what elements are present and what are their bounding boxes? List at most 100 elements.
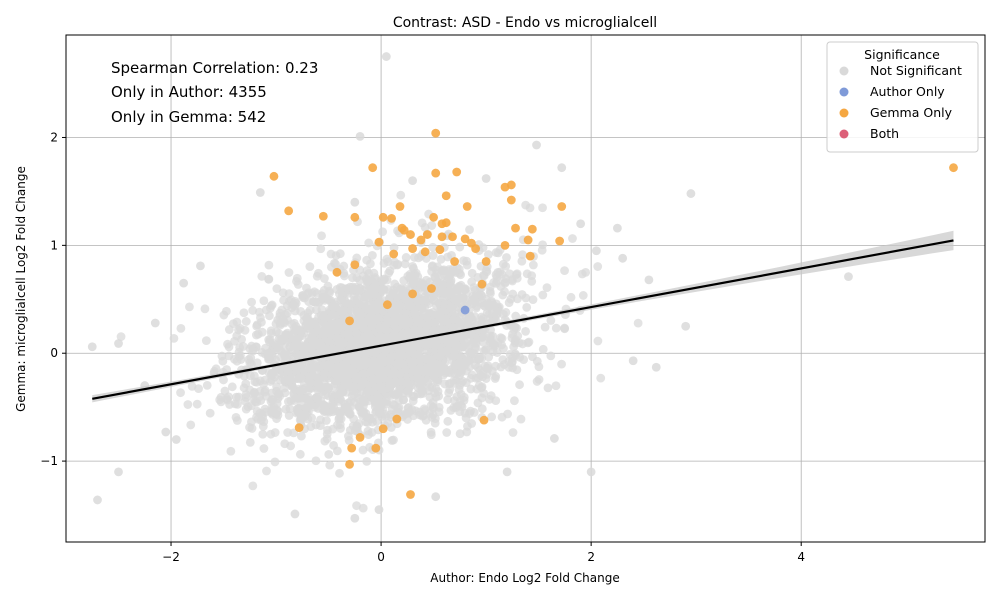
point-not-significant xyxy=(405,407,414,417)
point-not-significant xyxy=(462,427,472,437)
point-gemma-only xyxy=(350,212,360,222)
point-not-significant xyxy=(277,305,287,315)
point-not-significant xyxy=(226,446,236,456)
point-not-significant xyxy=(481,174,491,183)
point-not-significant xyxy=(385,382,395,392)
point-not-significant xyxy=(566,292,576,302)
point-not-significant xyxy=(407,360,417,370)
point-not-significant xyxy=(179,278,189,288)
point-not-significant xyxy=(527,276,537,286)
x-axis-label: Author: Endo Log2 Fold Change xyxy=(430,571,619,585)
point-not-significant xyxy=(296,414,306,424)
point-not-significant xyxy=(477,382,487,392)
point-not-significant xyxy=(431,369,441,378)
point-not-significant xyxy=(540,322,550,332)
point-not-significant xyxy=(325,320,335,330)
point-not-significant xyxy=(399,276,409,286)
point-not-significant xyxy=(455,407,465,417)
point-not-significant xyxy=(283,367,293,377)
point-not-significant xyxy=(538,290,548,300)
point-not-significant xyxy=(384,268,394,278)
point-not-significant xyxy=(219,310,229,320)
point-not-significant xyxy=(398,318,407,328)
point-not-significant xyxy=(419,404,429,414)
point-not-significant xyxy=(302,283,311,293)
point-gemma-only xyxy=(294,423,304,433)
legend-label-both: Both xyxy=(870,126,899,141)
point-not-significant xyxy=(534,362,544,372)
legend-marker-gemma-only xyxy=(839,108,849,118)
point-not-significant xyxy=(522,269,532,279)
point-not-significant xyxy=(434,407,444,417)
point-not-significant xyxy=(352,501,361,511)
point-not-significant xyxy=(497,340,506,350)
legend-marker-author-only xyxy=(839,87,849,97)
point-not-significant xyxy=(467,419,477,428)
point-gemma-only xyxy=(345,459,354,469)
point-gemma-only xyxy=(345,316,354,326)
point-not-significant xyxy=(328,302,337,312)
point-not-significant xyxy=(577,269,587,279)
point-not-significant xyxy=(319,407,329,417)
point-not-significant xyxy=(418,389,428,398)
point-not-significant xyxy=(252,321,262,331)
point-not-significant xyxy=(406,301,415,311)
point-not-significant xyxy=(370,402,380,412)
point-not-significant xyxy=(270,428,280,437)
point-not-significant xyxy=(241,404,251,414)
point-gemma-only xyxy=(441,191,451,201)
point-not-significant xyxy=(272,414,281,424)
legend-entries: Not Significant Author Only Gemma Only Both xyxy=(839,63,962,141)
point-not-significant xyxy=(260,375,270,385)
point-not-significant xyxy=(471,337,480,347)
point-not-significant xyxy=(340,403,350,413)
point-not-significant xyxy=(431,384,441,394)
point-not-significant xyxy=(417,303,427,313)
point-not-significant xyxy=(518,250,527,260)
point-not-significant xyxy=(467,277,477,287)
point-not-significant xyxy=(394,385,404,395)
point-not-significant xyxy=(171,435,181,444)
point-not-significant xyxy=(525,203,535,213)
point-not-significant xyxy=(522,302,532,312)
point-gemma-only xyxy=(460,234,470,244)
point-gemma-only xyxy=(525,251,535,261)
point-not-significant xyxy=(275,391,285,401)
point-gemma-only xyxy=(408,244,417,253)
point-not-significant xyxy=(316,310,326,320)
point-not-significant xyxy=(398,360,408,369)
point-not-significant xyxy=(402,378,412,388)
point-not-significant xyxy=(301,403,311,413)
point-not-significant xyxy=(521,293,531,303)
legend-marker-not-significant xyxy=(839,66,849,76)
point-not-significant xyxy=(332,362,342,372)
point-not-significant xyxy=(389,367,399,377)
point-author-only xyxy=(460,305,470,315)
point-not-significant xyxy=(385,355,395,365)
point-gemma-only xyxy=(399,225,409,235)
point-not-significant xyxy=(265,337,274,347)
point-not-significant xyxy=(465,409,474,418)
point-not-significant xyxy=(317,327,327,337)
point-not-significant xyxy=(317,231,326,241)
point-not-significant xyxy=(414,253,423,263)
point-not-significant xyxy=(265,311,274,321)
point-not-significant xyxy=(477,393,487,403)
point-not-significant xyxy=(445,335,455,345)
point-not-significant xyxy=(329,440,338,450)
point-not-significant xyxy=(456,362,466,372)
point-not-significant xyxy=(483,299,492,308)
point-gemma-only xyxy=(355,432,365,442)
point-not-significant xyxy=(368,357,378,367)
x-tick-label: −2 xyxy=(162,550,180,564)
point-gemma-only xyxy=(389,249,399,259)
point-not-significant xyxy=(512,273,522,283)
point-not-significant xyxy=(375,331,385,341)
point-not-significant xyxy=(219,375,228,385)
point-not-significant xyxy=(408,176,417,186)
point-gemma-only xyxy=(435,245,445,255)
point-not-significant xyxy=(401,253,411,262)
point-not-significant xyxy=(488,347,498,357)
point-not-significant xyxy=(456,280,466,290)
